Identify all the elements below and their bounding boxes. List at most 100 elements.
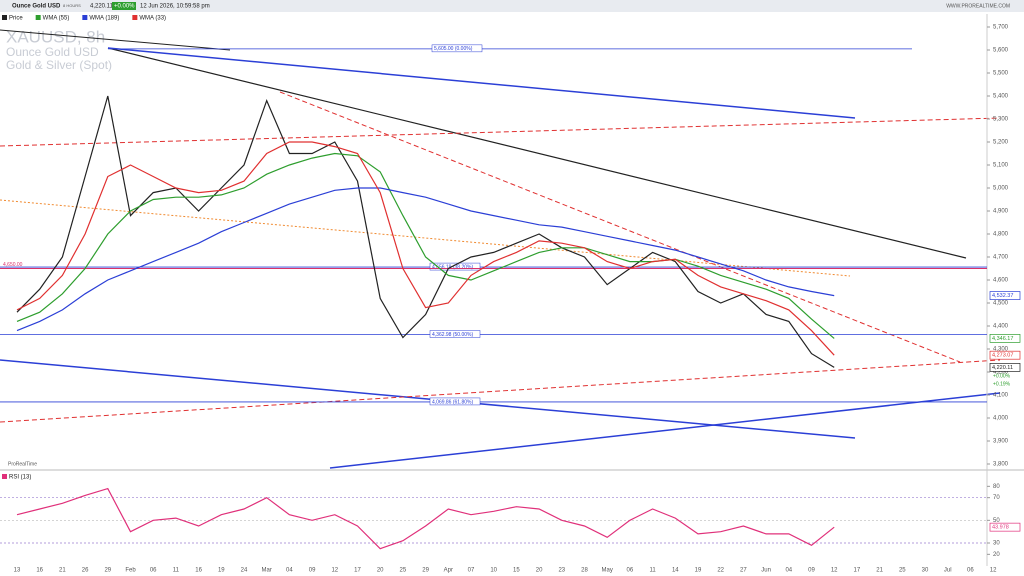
x-tick-label: 04 — [785, 568, 792, 574]
x-tick-label: 06 — [150, 568, 157, 574]
series-line — [16, 487, 835, 550]
y-tick-label: 5,600 — [993, 48, 1009, 54]
x-tick-label: 12 — [831, 568, 838, 574]
change-box — [112, 2, 136, 10]
trendline — [107, 47, 967, 259]
last-value-label: 4,220.11 — [992, 365, 1013, 371]
y-tick-label: 4,200 — [993, 370, 1009, 376]
y-tick-label: 4,700 — [993, 255, 1009, 261]
series-line — [16, 152, 835, 339]
x-tick-label: 11 — [649, 568, 656, 574]
level-label: 5,605.00 (0.00%) — [434, 46, 473, 52]
x-tick-label: 14 — [672, 568, 679, 574]
x-tick-label: 15 — [513, 568, 520, 574]
marker-label: 4,650.00 — [3, 262, 23, 268]
x-tick-label: 23 — [558, 568, 565, 574]
y-tick-label: 70 — [993, 495, 1000, 501]
y-tick-label: 4,500 — [993, 301, 1009, 307]
x-tick-label: 20 — [536, 568, 543, 574]
trendline — [0, 359, 1001, 423]
y-tick-label: 5,100 — [993, 163, 1009, 169]
x-tick-label: 04 — [286, 568, 293, 574]
x-tick-label: 09 — [309, 568, 316, 574]
x-tick-label: May — [602, 568, 613, 574]
legend-entry: WMA (189) — [89, 16, 119, 22]
trendline — [107, 47, 856, 119]
y-tick-label: 4,300 — [993, 347, 1009, 353]
change-label: +0.19% — [993, 381, 1011, 387]
last-value-label: 4,532.37 — [992, 293, 1013, 299]
last-value-box — [989, 291, 1021, 300]
level-label: 4,069.86 (61.80%) — [432, 399, 473, 405]
trendline — [279, 91, 961, 363]
x-tick-label: 22 — [717, 568, 724, 574]
level-label-box — [431, 44, 483, 53]
trendline — [329, 392, 1001, 469]
datetime: 12 Jun 2026, 10:59:58 pm — [140, 4, 210, 10]
y-tick-label: 30 — [993, 541, 1000, 547]
change-label: +0.00% — [993, 373, 1011, 379]
x-tick-label: 09 — [808, 568, 815, 574]
x-tick-label: 26 — [82, 568, 89, 574]
timeframe[interactable]: 8 HOURS — [63, 3, 81, 8]
series-line — [16, 141, 835, 356]
y-tick-label: 80 — [993, 484, 1000, 490]
legend-box — [2, 15, 7, 20]
legend-entry: WMA (55) — [43, 16, 70, 22]
x-tick-label: Feb — [125, 568, 136, 574]
y-tick-label: 4,800 — [993, 232, 1009, 238]
legend: Price WMA (55) WMA (189) WMA (33) RSI (13) — [2, 15, 166, 481]
header-bar — [0, 0, 1024, 12]
level-label: 4,362.98 (50.00%) — [432, 332, 473, 338]
watermark-market: Gold & Silver (Spot) — [6, 58, 112, 72]
y-tick-label: 50 — [993, 518, 1000, 524]
x-tick-label: 11 — [173, 568, 180, 574]
x-tick-label: 12 — [990, 568, 997, 574]
x-tick-label: Jun — [761, 568, 771, 574]
last-value-label: 43.978 — [992, 525, 1009, 531]
x-tick-label: 25 — [899, 568, 906, 574]
y-tick-label: 4,600 — [993, 278, 1009, 284]
last-price: 4,220.11 — [90, 4, 114, 10]
x-tick-label: 12 — [331, 568, 338, 574]
x-tick-label: Mar — [262, 568, 272, 574]
x-tick-label: 24 — [241, 568, 248, 574]
y-tick-label: 5,000 — [993, 186, 1009, 192]
x-tick-label: 10 — [490, 568, 497, 574]
x-tick-label: 13 — [14, 568, 21, 574]
legend-box — [132, 15, 138, 20]
y-tick-label: 4,400 — [993, 324, 1009, 330]
x-tick-label: 30 — [922, 568, 929, 574]
trendline — [0, 29, 231, 51]
x-tick-label: 25 — [400, 568, 407, 574]
y-tick-label: 5,400 — [993, 94, 1009, 100]
y-tick-label: 3,900 — [993, 439, 1009, 445]
legend-entry: RSI (13) — [9, 475, 31, 481]
last-value-label: 4,346.17 — [992, 336, 1013, 342]
y-tick-label: 5,700 — [993, 25, 1009, 31]
level-label-box — [429, 330, 481, 338]
last-value-box — [989, 334, 1021, 343]
x-tick-label: 29 — [104, 568, 111, 574]
x-tick-label: 06 — [627, 568, 634, 574]
x-tick-label: 19 — [695, 568, 702, 574]
y-tick-label: 5,500 — [993, 71, 1009, 77]
x-tick-label: 17 — [354, 568, 361, 574]
x-tick-label: 16 — [195, 568, 202, 574]
y-tick-label: 5,200 — [993, 140, 1009, 146]
x-tick-label: 19 — [218, 568, 225, 574]
last-value-box — [989, 363, 1021, 372]
x-tick-label: 16 — [36, 568, 43, 574]
x-tick-label: 29 — [422, 568, 429, 574]
y-tick-label: 4,000 — [993, 416, 1009, 422]
x-tick-label: Jul — [944, 568, 952, 574]
y-tick-label: 4,900 — [993, 209, 1009, 215]
legend-box — [2, 474, 7, 479]
x-tick-label: 20 — [377, 568, 384, 574]
level-label: 4,656.19 (38.20%) — [432, 264, 473, 270]
watermark-symbol: XAUUSD, 8h — [6, 27, 105, 46]
trendline — [0, 359, 856, 439]
site: WWW.PROREALTIME.COM — [946, 3, 1010, 9]
